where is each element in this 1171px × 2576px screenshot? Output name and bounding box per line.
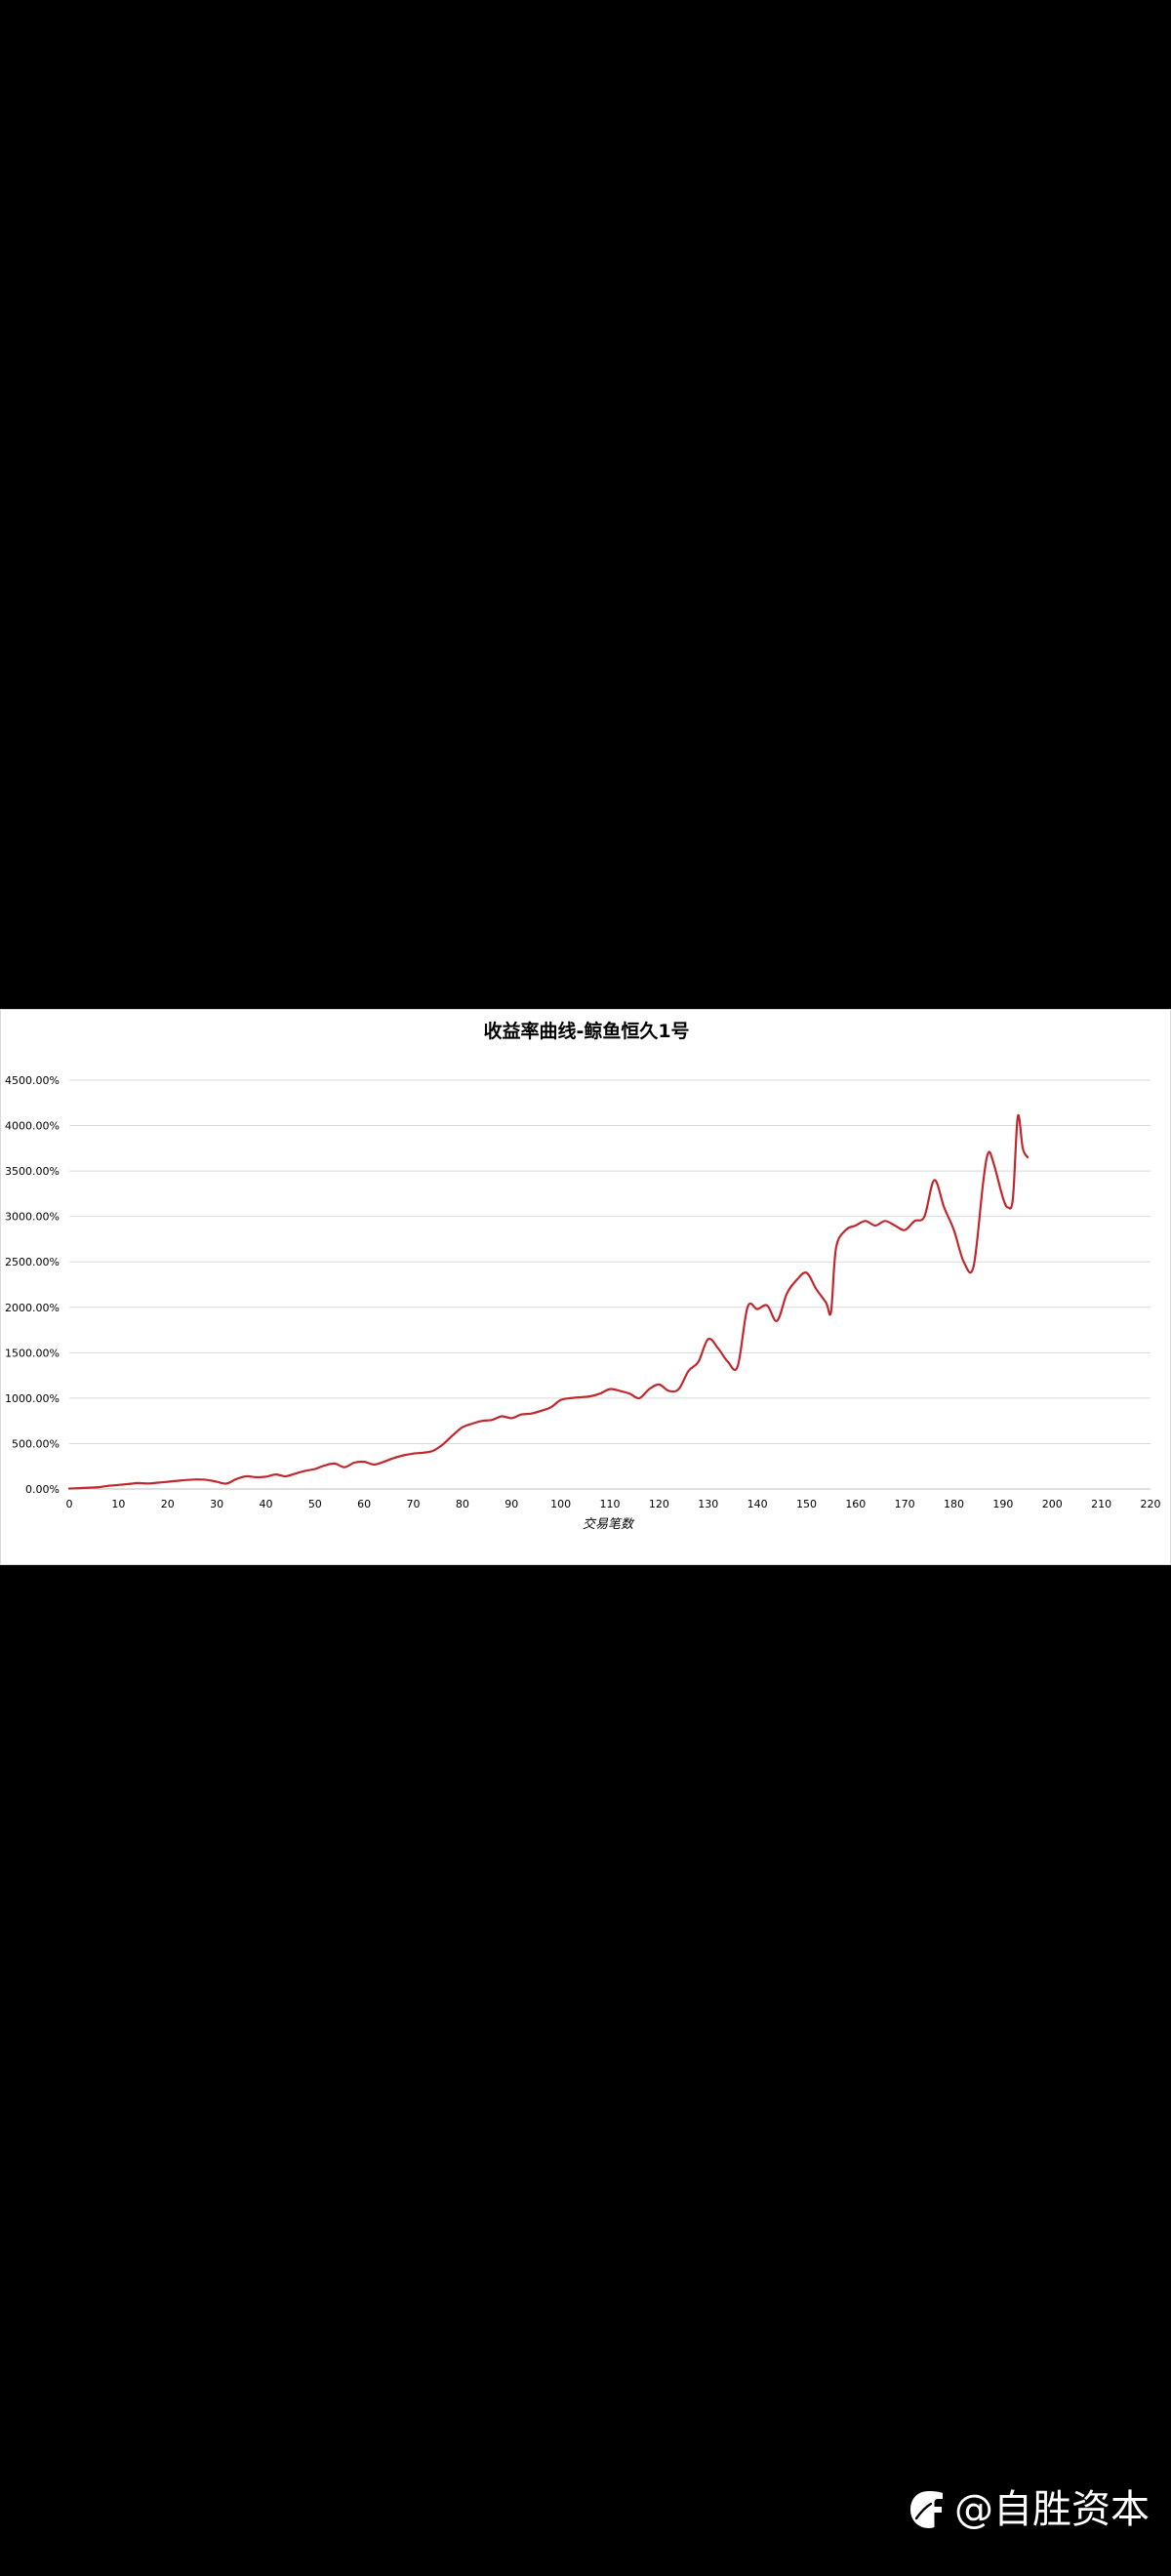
x-tick-label: 40: [259, 1498, 272, 1510]
x-tick-label: 190: [992, 1498, 1013, 1510]
x-tick-label: 150: [796, 1498, 817, 1510]
series-line-return-curve: [67, 1113, 1030, 1490]
x-tick-label: 50: [308, 1498, 322, 1510]
x-axis-ticks: 0 10 20 30 40 50 60 70 80 90 100 110 120 130 140 150 160…: [66, 1498, 1161, 1510]
x-tick-label: 170: [895, 1498, 915, 1510]
y-tick-label: 4000.00%: [5, 1120, 60, 1133]
x-axis-title: 交易笔数: [583, 1516, 635, 1532]
x-tick-label: 110: [600, 1498, 621, 1510]
x-tick-label: 10: [111, 1498, 125, 1510]
x-tick-label: 120: [649, 1498, 669, 1510]
grid-lines: [69, 1079, 1151, 1444]
x-tick-label: 220: [1141, 1498, 1161, 1510]
y-tick-label: 4500.00%: [5, 1074, 60, 1087]
x-tick-label: 140: [747, 1498, 768, 1510]
chart-title: 收益率曲线-鲸鱼恒久1号: [483, 1020, 689, 1042]
chart-svg: 收益率曲线-鲸鱼恒久1号 0.00%500.00%1000.00%1500.00…: [5, 1020, 1161, 1532]
x-tick-label: 80: [456, 1498, 469, 1510]
x-tick-label: 130: [698, 1498, 718, 1510]
x-tick-label: 200: [1042, 1498, 1063, 1510]
watermark: @自胜资本: [908, 2486, 1150, 2533]
y-tick-label: 500.00%: [12, 1437, 60, 1450]
x-tick-label: 60: [357, 1498, 371, 1510]
x-tick-label: 20: [161, 1498, 175, 1510]
x-tick-label: 160: [845, 1498, 866, 1510]
x-tick-label: 30: [210, 1498, 223, 1510]
y-tick-label: 1500.00%: [5, 1347, 60, 1359]
chart-card: 收益率曲线-鲸鱼恒久1号 0.00% 500.00% 1000.00% 1500.00…: [0, 1009, 1171, 1565]
x-tick-label: 210: [1091, 1498, 1111, 1510]
x-tick-label: 0: [66, 1498, 73, 1510]
y-axis-ticks: 0.00% 500.00% 1000.00% 1500.00% 2000.00% 2500…: [5, 1074, 60, 1496]
x-tick-label: 180: [944, 1498, 964, 1510]
y-tick-label: 2500.00%: [5, 1256, 60, 1268]
y-tick-label: 1000.00%: [5, 1392, 60, 1405]
y-tick-label: 3500.00%: [5, 1165, 60, 1178]
x-tick-label: 100: [550, 1498, 571, 1510]
feather-f-logo-icon: [910, 2491, 943, 2528]
y-tick-label: 3000.00%: [5, 1211, 60, 1224]
x-tick-label: 90: [505, 1498, 518, 1510]
x-tick-label: 70: [407, 1498, 421, 1510]
y-tick-label: 0.00%: [25, 1483, 60, 1496]
watermark-text: @自胜资本: [954, 2487, 1150, 2532]
y-tick-label: 2000.00%: [5, 1302, 60, 1314]
